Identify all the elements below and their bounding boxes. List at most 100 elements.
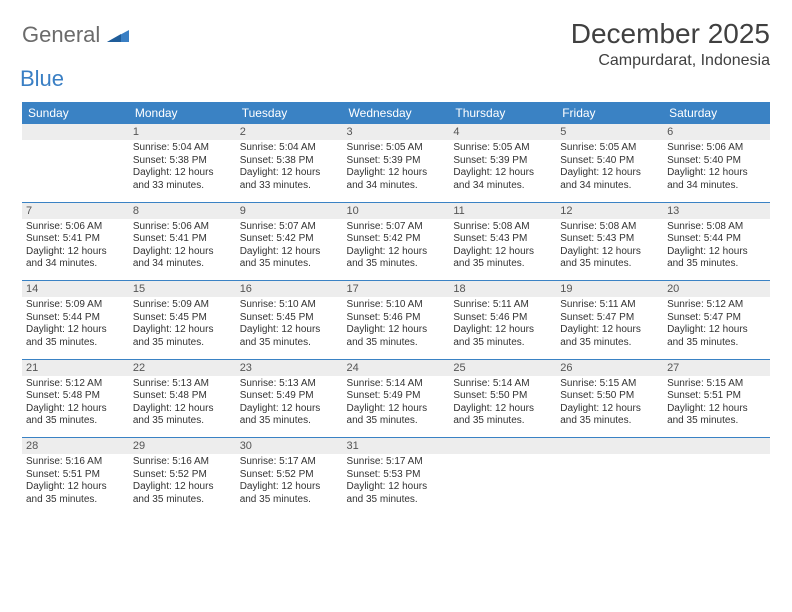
day-number-cell: 12 <box>556 202 663 219</box>
sunset-text: Sunset: 5:45 PM <box>240 312 339 325</box>
day-data-cell: Sunrise: 5:09 AMSunset: 5:45 PMDaylight:… <box>129 297 236 359</box>
sunrise-text: Sunrise: 5:13 AM <box>133 378 232 391</box>
sunrise-text: Sunrise: 5:07 AM <box>240 221 339 234</box>
day-number-row: 78910111213 <box>22 202 770 219</box>
day1-text: Daylight: 12 hours <box>26 246 125 259</box>
day-data-cell: Sunrise: 5:17 AMSunset: 5:53 PMDaylight:… <box>343 454 450 516</box>
sunset-text: Sunset: 5:51 PM <box>26 469 125 482</box>
day1-text: Daylight: 12 hours <box>240 324 339 337</box>
day-data-cell: Sunrise: 5:08 AMSunset: 5:43 PMDaylight:… <box>556 219 663 281</box>
day1-text: Daylight: 12 hours <box>453 324 552 337</box>
sunset-text: Sunset: 5:46 PM <box>453 312 552 325</box>
day1-text: Daylight: 12 hours <box>667 403 766 416</box>
sunrise-text: Sunrise: 5:04 AM <box>133 142 232 155</box>
day-data-cell: Sunrise: 5:05 AMSunset: 5:39 PMDaylight:… <box>449 140 556 202</box>
day-data-cell: Sunrise: 5:09 AMSunset: 5:44 PMDaylight:… <box>22 297 129 359</box>
day2-text: and 33 minutes. <box>240 180 339 193</box>
sunset-text: Sunset: 5:39 PM <box>453 155 552 168</box>
day2-text: and 35 minutes. <box>667 415 766 428</box>
day2-text: and 34 minutes. <box>347 180 446 193</box>
day1-text: Daylight: 12 hours <box>26 324 125 337</box>
day2-text: and 35 minutes. <box>133 337 232 350</box>
sunset-text: Sunset: 5:49 PM <box>240 390 339 403</box>
day1-text: Daylight: 12 hours <box>133 324 232 337</box>
sunset-text: Sunset: 5:48 PM <box>133 390 232 403</box>
sunset-text: Sunset: 5:53 PM <box>347 469 446 482</box>
day1-text: Daylight: 12 hours <box>667 167 766 180</box>
day-data-row: Sunrise: 5:12 AMSunset: 5:48 PMDaylight:… <box>22 376 770 438</box>
sunrise-text: Sunrise: 5:06 AM <box>667 142 766 155</box>
sunrise-text: Sunrise: 5:09 AM <box>26 299 125 312</box>
logo-triangle-icon <box>107 26 129 42</box>
day-number-row: 28293031 <box>22 438 770 455</box>
day1-text: Daylight: 12 hours <box>26 403 125 416</box>
day-number-cell: 4 <box>449 124 556 140</box>
day-number-cell: 24 <box>343 359 450 376</box>
sunset-text: Sunset: 5:39 PM <box>347 155 446 168</box>
day-data-cell: Sunrise: 5:15 AMSunset: 5:50 PMDaylight:… <box>556 376 663 438</box>
day-data-row: Sunrise: 5:06 AMSunset: 5:41 PMDaylight:… <box>22 219 770 281</box>
weekday-header: Wednesday <box>343 102 450 124</box>
day-data-cell: Sunrise: 5:04 AMSunset: 5:38 PMDaylight:… <box>129 140 236 202</box>
day2-text: and 35 minutes. <box>240 494 339 507</box>
day2-text: and 35 minutes. <box>240 337 339 350</box>
sunset-text: Sunset: 5:40 PM <box>560 155 659 168</box>
day-number-cell: 14 <box>22 281 129 298</box>
day-data-cell <box>22 140 129 202</box>
day-data-cell: Sunrise: 5:06 AMSunset: 5:40 PMDaylight:… <box>663 140 770 202</box>
day1-text: Daylight: 12 hours <box>453 403 552 416</box>
location-label: Campurdarat, Indonesia <box>571 52 770 70</box>
day-number-cell: 28 <box>22 438 129 455</box>
day-data-cell: Sunrise: 5:15 AMSunset: 5:51 PMDaylight:… <box>663 376 770 438</box>
sunrise-text: Sunrise: 5:15 AM <box>560 378 659 391</box>
day-number-cell: 21 <box>22 359 129 376</box>
day-number-cell: 5 <box>556 124 663 140</box>
day-number-cell: 11 <box>449 202 556 219</box>
day1-text: Daylight: 12 hours <box>240 246 339 259</box>
sunset-text: Sunset: 5:41 PM <box>26 233 125 246</box>
day-data-cell: Sunrise: 5:05 AMSunset: 5:40 PMDaylight:… <box>556 140 663 202</box>
day-data-cell: Sunrise: 5:07 AMSunset: 5:42 PMDaylight:… <box>236 219 343 281</box>
day-number-cell: 7 <box>22 202 129 219</box>
day2-text: and 35 minutes. <box>26 415 125 428</box>
sunrise-text: Sunrise: 5:17 AM <box>347 456 446 469</box>
sunrise-text: Sunrise: 5:11 AM <box>560 299 659 312</box>
calendar-table: Sunday Monday Tuesday Wednesday Thursday… <box>22 102 770 516</box>
day-number-cell: 31 <box>343 438 450 455</box>
day-data-cell: Sunrise: 5:12 AMSunset: 5:47 PMDaylight:… <box>663 297 770 359</box>
weekday-header: Sunday <box>22 102 129 124</box>
day2-text: and 35 minutes. <box>560 258 659 271</box>
sunrise-text: Sunrise: 5:10 AM <box>347 299 446 312</box>
day1-text: Daylight: 12 hours <box>347 324 446 337</box>
day-number-cell: 18 <box>449 281 556 298</box>
day-number-cell: 16 <box>236 281 343 298</box>
day1-text: Daylight: 12 hours <box>347 481 446 494</box>
day-data-row: Sunrise: 5:04 AMSunset: 5:38 PMDaylight:… <box>22 140 770 202</box>
sunrise-text: Sunrise: 5:14 AM <box>347 378 446 391</box>
day1-text: Daylight: 12 hours <box>240 167 339 180</box>
day1-text: Daylight: 12 hours <box>240 481 339 494</box>
day-number-row: 21222324252627 <box>22 359 770 376</box>
day-data-cell: Sunrise: 5:06 AMSunset: 5:41 PMDaylight:… <box>129 219 236 281</box>
day-data-cell: Sunrise: 5:11 AMSunset: 5:46 PMDaylight:… <box>449 297 556 359</box>
sunset-text: Sunset: 5:40 PM <box>667 155 766 168</box>
title-block: December 2025 Campurdarat, Indonesia <box>571 18 770 70</box>
sunset-text: Sunset: 5:44 PM <box>667 233 766 246</box>
day-number-cell: 30 <box>236 438 343 455</box>
day2-text: and 34 minutes. <box>26 258 125 271</box>
day2-text: and 35 minutes. <box>240 415 339 428</box>
day-number-cell: 9 <box>236 202 343 219</box>
day1-text: Daylight: 12 hours <box>667 246 766 259</box>
sunrise-text: Sunrise: 5:17 AM <box>240 456 339 469</box>
day-number-cell: 23 <box>236 359 343 376</box>
day-data-cell <box>663 454 770 516</box>
header: General Blue December 2025 Campurdarat, … <box>22 18 770 92</box>
day-data-cell: Sunrise: 5:14 AMSunset: 5:49 PMDaylight:… <box>343 376 450 438</box>
day-data-cell: Sunrise: 5:11 AMSunset: 5:47 PMDaylight:… <box>556 297 663 359</box>
day-data-cell: Sunrise: 5:05 AMSunset: 5:39 PMDaylight:… <box>343 140 450 202</box>
sunrise-text: Sunrise: 5:14 AM <box>453 378 552 391</box>
day-number-cell <box>449 438 556 455</box>
day-data-cell: Sunrise: 5:04 AMSunset: 5:38 PMDaylight:… <box>236 140 343 202</box>
day1-text: Daylight: 12 hours <box>26 481 125 494</box>
sunset-text: Sunset: 5:44 PM <box>26 312 125 325</box>
